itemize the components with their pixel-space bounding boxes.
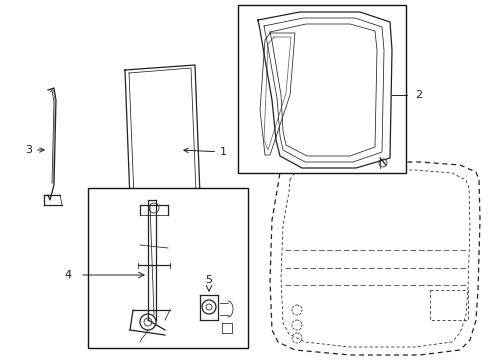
Text: 5: 5 [205,275,212,285]
Bar [238,5,405,173]
Text: 3: 3 [25,145,44,155]
Bar [88,188,247,348]
Text: 1: 1 [183,147,226,157]
Text: 4: 4 [65,270,72,280]
Text: 2: 2 [414,90,421,100]
